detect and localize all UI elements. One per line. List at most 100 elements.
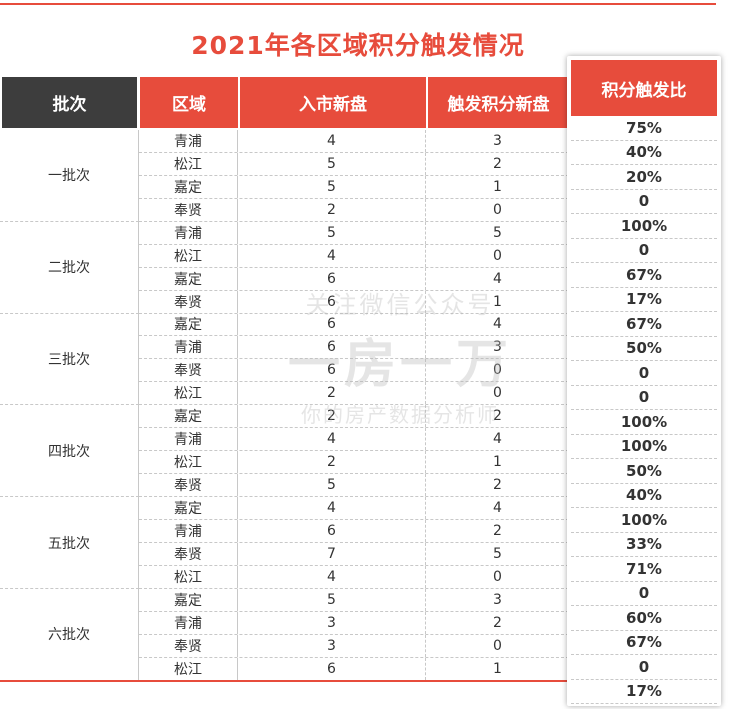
- triggered-cell: 5: [493, 224, 502, 241]
- batch-cell: 四批次: [0, 405, 139, 498]
- district-cell: 青浦: [139, 611, 238, 634]
- new-listings-cell: 6: [238, 313, 426, 336]
- ratio-panel: 积分触发比 75% 40% 20% 0 100% 0 67% 17% 67% 50% 0 0 100% 1…: [567, 56, 721, 706]
- new-listings-cell: 6: [238, 336, 426, 359]
- triggered-cell: 0: [493, 362, 502, 379]
- new-listings-cell: 4: [238, 565, 426, 588]
- table-row: 青浦 6 3: [139, 336, 569, 360]
- table-row: 松江 4 0: [139, 565, 569, 589]
- triggered-cell: 0: [493, 201, 502, 218]
- table-row: 嘉定 5 3: [139, 588, 569, 612]
- district-cell: 松江: [139, 565, 238, 588]
- triggered-cell: 4: [493, 499, 502, 516]
- table-row: 奉贤 5 2: [139, 474, 569, 497]
- table-row: 松江 2 1: [139, 451, 569, 475]
- new-listings-cell: 6: [238, 290, 426, 313]
- batch-cell: 二批次: [0, 221, 139, 314]
- district-cell: 奉贤: [139, 634, 238, 657]
- table-row: 松江 4 0: [139, 244, 569, 268]
- ratio-cell: 100%: [571, 435, 717, 459]
- header-ratio: 积分触发比: [571, 60, 717, 116]
- bottom-rule: [0, 680, 720, 682]
- triggered-cell: 2: [493, 408, 502, 425]
- new-listings-cell: 5: [238, 175, 426, 198]
- district-cell: 奉贤: [139, 198, 238, 221]
- triggered-cell: 3: [493, 591, 502, 608]
- table-row: 奉贤 3 0: [139, 634, 569, 658]
- new-listings-cell: 6: [238, 359, 426, 382]
- district-cell: 青浦: [139, 336, 238, 359]
- triggered-cell: 0: [493, 247, 502, 264]
- ratio-cell: 40%: [571, 484, 717, 508]
- district-cell: 松江: [139, 244, 238, 267]
- ratio-cell: 60%: [571, 606, 717, 631]
- table-row: 嘉定 6 4: [139, 267, 569, 291]
- new-listings-cell: 2: [238, 198, 426, 221]
- new-listings-cell: 5: [238, 588, 426, 611]
- triggered-cell: 1: [493, 660, 502, 677]
- table-row: 松江 5 2: [139, 152, 569, 176]
- header-batch: 批次: [2, 77, 137, 128]
- new-listings-cell: 2: [238, 405, 426, 428]
- table-row: 嘉定 2 2: [139, 405, 569, 429]
- triggered-cell: 1: [493, 178, 502, 195]
- district-cell: 嘉定: [139, 313, 238, 336]
- new-listings-cell: 4: [238, 244, 426, 267]
- ratio-cell: 100%: [571, 410, 717, 435]
- triggered-cell: 0: [493, 637, 502, 654]
- triggered-cell: 0: [493, 568, 502, 585]
- new-listings-cell: 4: [238, 428, 426, 451]
- table-row: 奉贤 7 5: [139, 542, 569, 566]
- triggered-cell: 2: [493, 522, 502, 539]
- district-cell: 松江: [139, 382, 238, 405]
- table-row: 嘉定 6 4: [139, 313, 569, 337]
- triggered-cell: 4: [493, 431, 502, 448]
- batch-cell: 一批次: [0, 130, 139, 222]
- ratio-cell: 17%: [571, 680, 717, 704]
- triggered-cell: 3: [493, 132, 502, 149]
- table-row: 青浦 4 3: [139, 130, 569, 153]
- header-triggered: 触发积分新盘: [428, 77, 569, 128]
- triggered-cell: 4: [493, 316, 502, 333]
- table-row: 嘉定 5 1: [139, 175, 569, 199]
- table-row: 奉贤 6 1: [139, 290, 569, 314]
- triggered-cell: 1: [493, 454, 502, 471]
- batch-cell: 六批次: [0, 589, 139, 681]
- district-cell: 嘉定: [139, 497, 238, 519]
- ratio-cell: 0: [571, 582, 717, 606]
- page-title: 2021年各区域积分触发情况: [191, 31, 525, 60]
- triggered-cell: 3: [493, 339, 502, 356]
- district-cell: 青浦: [139, 221, 238, 244]
- batch-cell: 三批次: [0, 313, 139, 406]
- triggered-cell: 4: [493, 270, 502, 287]
- new-listings-cell: 2: [238, 451, 426, 474]
- triggered-cell: 5: [493, 545, 502, 562]
- ratio-list: 75% 40% 20% 0 100% 0 67% 17% 67% 50% 0 0 100% 100% 50%…: [571, 116, 717, 704]
- batch-cell: 五批次: [0, 497, 139, 589]
- triggered-cell: 1: [493, 293, 502, 310]
- new-listings-cell: 5: [238, 221, 426, 244]
- table-row: 松江 6 1: [139, 657, 569, 681]
- ratio-cell: 0: [571, 190, 717, 214]
- ratio-cell: 0: [571, 386, 717, 410]
- ratio-cell: 17%: [571, 288, 717, 312]
- table-row: 松江 2 0: [139, 382, 569, 406]
- district-cell: 嘉定: [139, 588, 238, 611]
- table-row: 青浦 5 5: [139, 221, 569, 245]
- ratio-cell: 67%: [571, 263, 717, 288]
- table-row: 奉贤 6 0: [139, 359, 569, 383]
- district-cell: 青浦: [139, 519, 238, 542]
- district-cell: 嘉定: [139, 175, 238, 198]
- district-cell: 松江: [139, 451, 238, 474]
- district-cell: 青浦: [139, 428, 238, 451]
- ratio-cell: 33%: [571, 533, 717, 557]
- new-listings-cell: 6: [238, 267, 426, 290]
- table-row: 青浦 3 2: [139, 611, 569, 635]
- ratio-cell: 100%: [571, 214, 717, 239]
- district-cell: 嘉定: [139, 267, 238, 290]
- new-listings-cell: 7: [238, 542, 426, 565]
- district-cell: 奉贤: [139, 542, 238, 565]
- ratio-cell: 50%: [571, 459, 717, 484]
- table-row: 青浦 6 2: [139, 519, 569, 543]
- new-listings-cell: 4: [238, 497, 426, 519]
